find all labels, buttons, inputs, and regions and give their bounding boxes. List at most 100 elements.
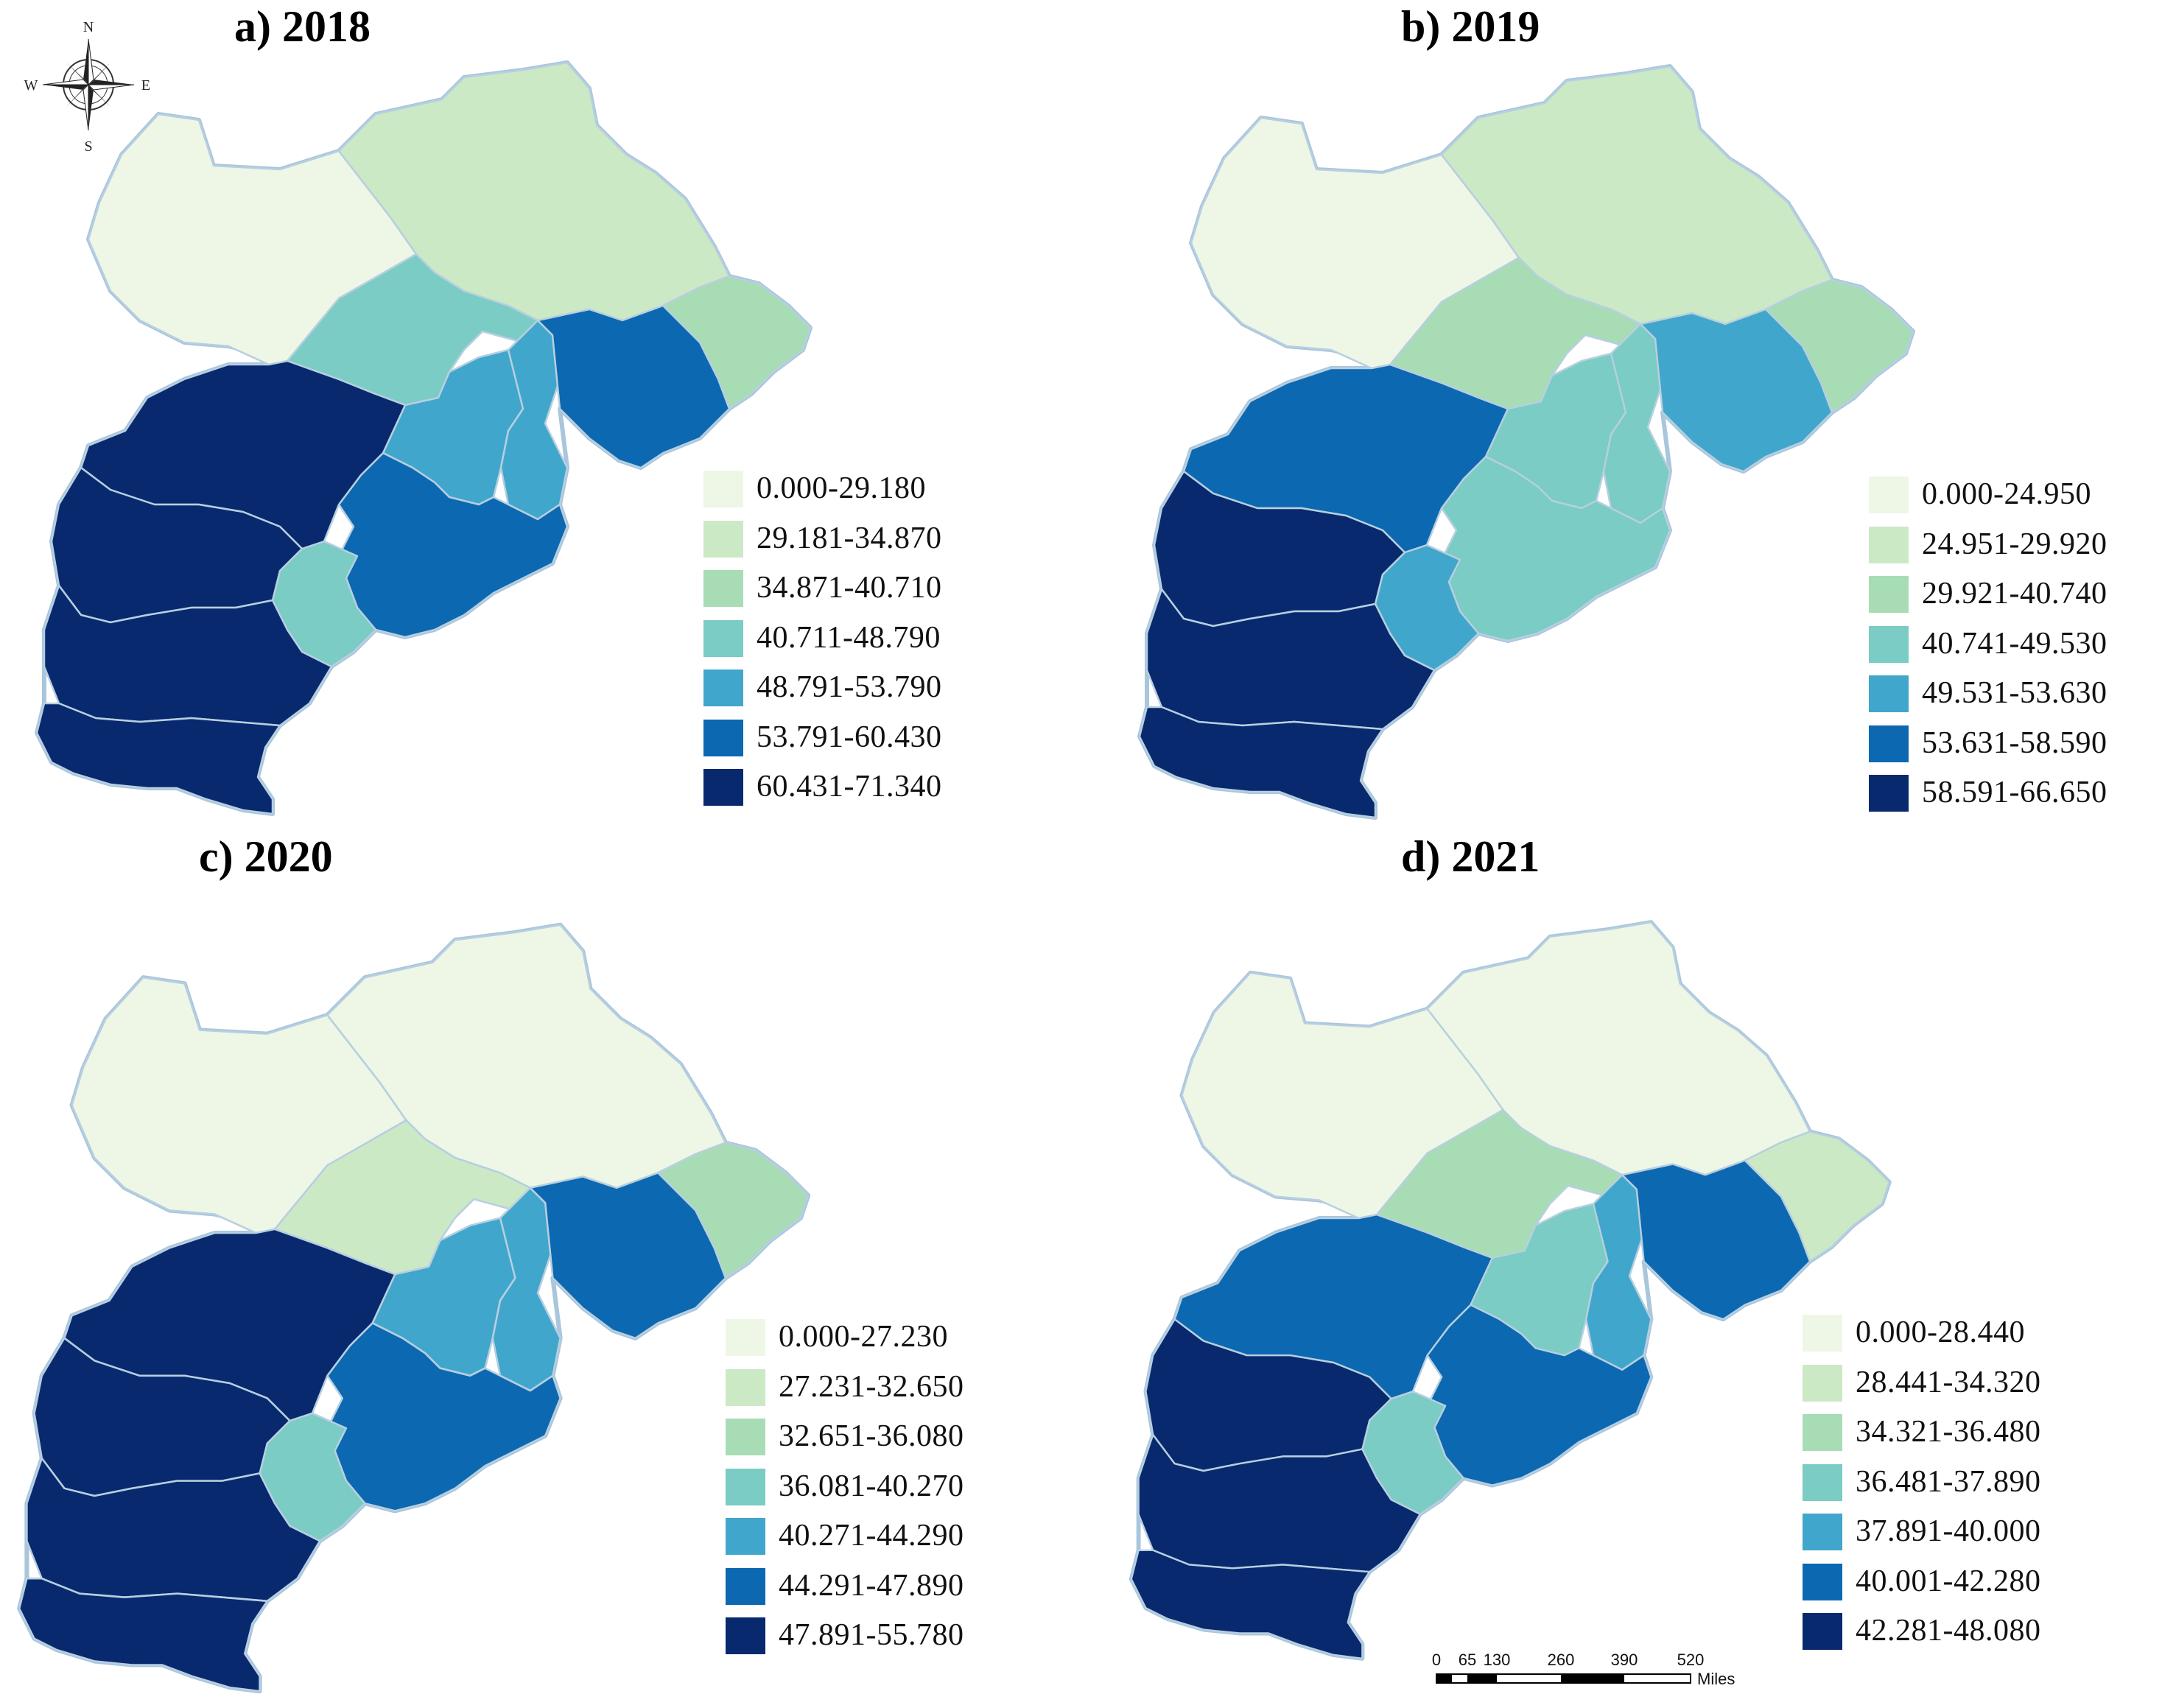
map-regions-group	[17, 922, 811, 1694]
legend-label: 0.000-29.180	[757, 471, 926, 505]
legend-swatch	[703, 769, 743, 806]
scale-tick-130: 130	[1484, 1651, 1511, 1669]
legend-label: 44.291-47.890	[779, 1568, 964, 1603]
legend-swatch	[703, 670, 743, 706]
legend-label: 27.231-32.650	[779, 1369, 964, 1404]
legend-label: 34.871-40.710	[757, 571, 942, 605]
legend-item: 0.000-24.950	[1869, 474, 2162, 515]
legend-label: 40.741-49.530	[1922, 626, 2107, 661]
legend-swatch	[1869, 725, 1909, 762]
region-handan	[35, 702, 281, 815]
compass-south-label: S	[84, 138, 92, 151]
legend-item: 34.321-36.480	[1803, 1411, 2112, 1452]
legend-item: 60.431-71.340	[703, 766, 1013, 807]
choropleth-map-2020	[17, 922, 811, 1694]
legend-label: 28.441-34.320	[1856, 1365, 2041, 1399]
legend-swatch	[1869, 625, 1909, 663]
scale-tick-520: 520	[1677, 1651, 1705, 1669]
legend-item: 0.000-27.230	[726, 1316, 1035, 1357]
compass-north-label: N	[83, 19, 94, 35]
legend-label: 40.711-48.790	[757, 620, 941, 655]
legend-label: 53.631-58.590	[1922, 725, 2107, 760]
legend-swatch	[1869, 775, 1909, 812]
legend-label: 40.271-44.290	[779, 1519, 964, 1553]
legend-item: 34.871-40.710	[703, 567, 1013, 608]
legend-item: 40.271-44.290	[726, 1515, 1035, 1556]
legend-label: 34.321-36.480	[1856, 1415, 2041, 1449]
scale-tick-260: 260	[1548, 1651, 1575, 1669]
choropleth-map-2018	[35, 60, 812, 816]
legend-item: 32.651-36.080	[726, 1416, 1035, 1457]
legend-item: 48.791-53.790	[703, 667, 1013, 708]
scale-tick-390: 390	[1611, 1651, 1638, 1669]
compass-rose-icon: N S E W	[24, 19, 151, 151]
legend-swatch	[1803, 1414, 1842, 1451]
choropleth-map-2021	[1129, 920, 1892, 1661]
legend-label: 49.531-53.630	[1922, 676, 2107, 710]
legend-label: 37.891-40.000	[1856, 1514, 2041, 1548]
legend-label: 0.000-28.440	[1856, 1315, 2025, 1349]
legend-swatch	[1869, 477, 1909, 513]
legend-label: 40.001-42.280	[1856, 1564, 2041, 1598]
legend-swatch	[1869, 576, 1909, 613]
map-regions-group	[35, 60, 812, 816]
compass-east-label: E	[141, 77, 150, 94]
legend-label: 32.651-36.080	[779, 1419, 964, 1453]
legend-swatch	[726, 1368, 765, 1406]
legend-item: 49.531-53.630	[1869, 672, 2162, 714]
map-panel-2018: a) 2018 0.000-29.180 29.181-34.870 34.871-…	[0, 0, 1081, 854]
scale-bar: 0 65 130 260 390 520 Miles	[1432, 1651, 1735, 1688]
panel-title-2020: c) 2020	[199, 832, 333, 881]
legend-swatch	[1803, 1364, 1842, 1402]
legend-swatch	[703, 471, 743, 507]
legend-item: 24.951-29.920	[1869, 524, 2162, 565]
legend-label: 36.081-40.270	[779, 1469, 964, 1503]
legend-item: 36.081-40.270	[726, 1466, 1035, 1507]
legend-item: 27.231-32.650	[726, 1366, 1035, 1407]
legend-label: 36.481-37.890	[1856, 1464, 2041, 1499]
legend-item: 0.000-28.440	[1803, 1312, 2112, 1353]
legend-label: 0.000-24.950	[1922, 477, 2091, 511]
scale-tick-65: 65	[1459, 1651, 1476, 1669]
legend-item: 37.891-40.000	[1803, 1511, 2112, 1552]
scale-tick-0: 0	[1432, 1651, 1441, 1669]
legend-item: 28.441-34.320	[1803, 1362, 2112, 1403]
legend-swatch	[726, 1319, 765, 1356]
legend-swatch	[1803, 1315, 1842, 1352]
legend-label: 47.891-55.780	[779, 1618, 964, 1652]
legend-swatch	[726, 1567, 765, 1605]
legend-swatch	[1869, 675, 1909, 712]
legend-swatch	[703, 520, 743, 558]
legend-item: 53.791-60.430	[703, 717, 1013, 758]
legend-item: 0.000-29.180	[703, 468, 1013, 509]
scale-unit-label: Miles	[1697, 1670, 1735, 1688]
region-tangshan	[529, 1172, 727, 1340]
legend-swatch	[1803, 1514, 1842, 1550]
choropleth-map-2019	[1137, 64, 1915, 820]
legend-item: 53.631-58.590	[1869, 723, 2162, 764]
map-panel-2019: b) 2019 0.000-24.950 24.951-29.920 29.921-…	[1081, 0, 2161, 854]
legend-label: 42.281-48.080	[1856, 1614, 2041, 1648]
panel-title-2018: a) 2018	[234, 2, 371, 51]
legend-swatch	[1869, 526, 1909, 563]
legend-label: 48.791-53.790	[757, 670, 942, 704]
legend-item: 58.591-66.650	[1869, 772, 2162, 813]
legend-swatch	[1803, 1463, 1842, 1501]
legend-item: 29.921-40.740	[1869, 573, 2162, 614]
legend-item: 29.181-34.870	[703, 518, 1013, 559]
legend-label: 29.921-40.740	[1922, 577, 2107, 611]
region-handan	[18, 1577, 269, 1693]
legend-swatch	[703, 619, 743, 657]
legend-label: 53.791-60.430	[757, 720, 942, 754]
legend-label: 58.591-66.650	[1922, 776, 2107, 809]
legend-swatch	[703, 719, 743, 756]
legend-swatch	[703, 570, 743, 607]
legend-swatch	[726, 1419, 765, 1455]
legend-item: 47.891-55.780	[726, 1614, 1035, 1656]
region-tangshan	[536, 304, 731, 469]
region-tangshan	[1639, 308, 1833, 473]
legend-swatch	[726, 1617, 765, 1654]
region-handan	[1130, 1549, 1371, 1660]
map-regions-group	[1129, 920, 1892, 1661]
